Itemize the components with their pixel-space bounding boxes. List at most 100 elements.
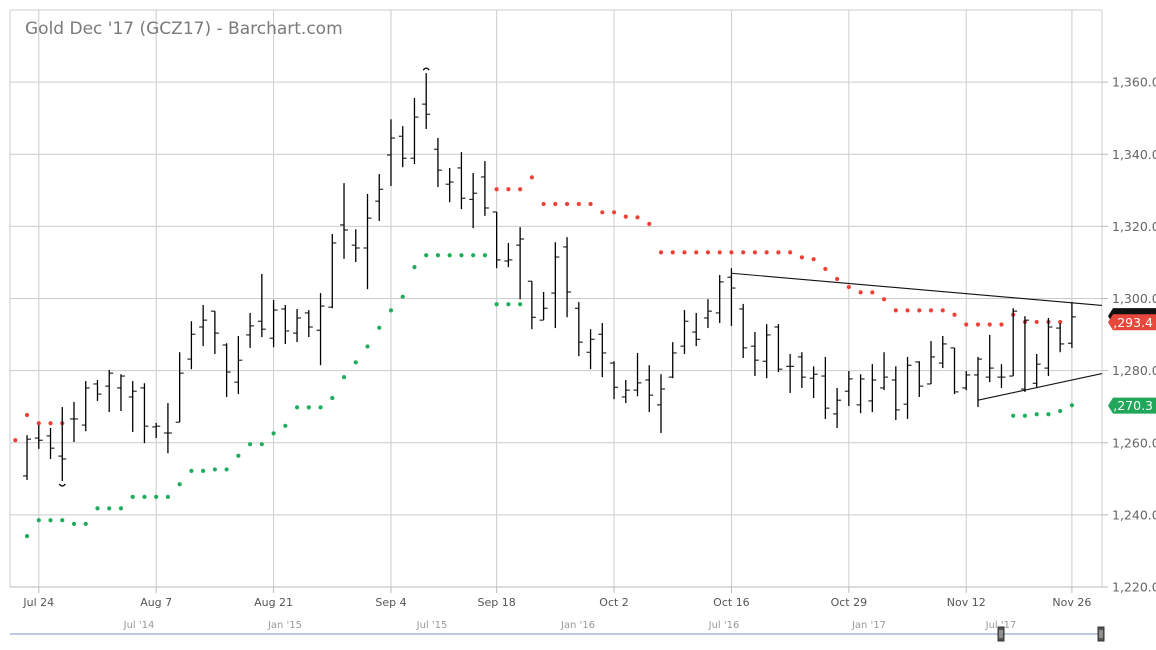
ohlc-bar (351, 229, 360, 263)
sar-dot-lower (1058, 408, 1063, 414)
sar-dot-upper (518, 187, 523, 192)
navigator-label: Jul '17 (985, 620, 1017, 631)
sar-dot-lower (1011, 413, 1016, 418)
ohlc-bar (269, 299, 278, 348)
sar-dot-upper (635, 215, 640, 220)
x-tick-label: Sep 4 (375, 596, 406, 609)
sar-dot-upper (506, 187, 511, 192)
ohlc-bar (880, 352, 889, 391)
y-tick-label: 1,220.0 (1112, 580, 1156, 595)
sar-dot-upper (658, 250, 664, 255)
ohlc-bar (586, 329, 595, 370)
sar-dot-upper (811, 257, 816, 262)
sar-dot-upper (729, 250, 734, 255)
sar-dot-upper (987, 322, 992, 327)
ohlc-bar (246, 312, 255, 348)
high-marker-icon (422, 67, 430, 71)
sar-dot-upper (835, 276, 840, 282)
sar-dot-lower (130, 494, 135, 499)
sar-dot-upper (576, 201, 581, 207)
ohlc-bar (927, 341, 936, 385)
sar-dot-lower (248, 442, 253, 447)
sar-dot-lower (142, 494, 147, 499)
price-label-box (1108, 397, 1156, 414)
handle-grip-icon (997, 626, 1005, 642)
ohlc-bar (363, 193, 372, 290)
ohlc-bar (398, 126, 407, 168)
x-tick-label: Nov 26 (1052, 596, 1091, 609)
x-tick-label: Aug 7 (140, 596, 172, 609)
navigator-handle-right[interactable] (1097, 626, 1105, 642)
price-label-text: 1,270.3 (1105, 398, 1153, 413)
ohlc-bar (222, 343, 231, 397)
ohlc-bar (891, 366, 900, 421)
sar-dot-upper (611, 210, 617, 215)
ohlc-bar (715, 275, 724, 324)
sar-dot-upper (928, 308, 934, 313)
sar-dot-lower (506, 302, 511, 307)
ohlc-bar (469, 173, 478, 229)
x-tick-label: Nov 12 (947, 596, 986, 609)
sar-dot-lower (259, 442, 264, 447)
ohlc-bar (739, 303, 748, 359)
x-tick-label: Sep 18 (478, 596, 516, 609)
ohlc-bar (621, 380, 630, 404)
sar-dot-upper (529, 175, 534, 180)
sar-dot-upper (858, 290, 863, 295)
sar-dots (13, 175, 1074, 539)
navigator[interactable]: Jul '14 Jan '15 Jul '15 Jan '16 Jul '16 Jan '… (10, 620, 1105, 642)
sar-dot-upper (788, 250, 793, 255)
sar-dot-upper (870, 290, 875, 295)
sar-dot-lower (1022, 413, 1028, 418)
sar-dot-lower (482, 253, 487, 258)
sar-dot-upper (494, 187, 499, 192)
ohlc-bar (58, 407, 67, 481)
trendlines[interactable] (731, 272, 1103, 401)
ohlc-bar (985, 334, 994, 383)
ohlc-bar (915, 361, 924, 397)
price-label: 1,270.3 (1105, 397, 1156, 414)
trendline[interactable] (731, 272, 1103, 306)
ohlc-bar (328, 233, 337, 309)
sar-dot-upper (717, 250, 722, 255)
ohlc-bar (386, 119, 395, 186)
sar-dot-lower (177, 482, 182, 487)
ohlc-bar (762, 324, 771, 379)
x-axis: Jul 24 Aug 7 Aug 21 Sep 4 Sep 18 Oct 2 Oct 16 O… (10, 586, 1102, 609)
y-tick-label: 1,240.0 (1112, 507, 1156, 522)
ohlc-bar (610, 361, 619, 400)
sar-dot-lower (83, 521, 88, 526)
ohlc-bar (116, 374, 125, 412)
ohlc-bar (692, 312, 701, 347)
sar-dot-upper (752, 250, 758, 255)
sar-dot-lower (318, 405, 323, 410)
sar-dot-upper (705, 250, 711, 255)
sar-dot-upper (905, 308, 910, 313)
ohlc-bar (973, 356, 982, 408)
ohlc-bar (774, 324, 783, 373)
sar-dot-lower (459, 253, 464, 258)
trendline[interactable] (977, 372, 1103, 401)
sar-dot-lower (388, 308, 394, 313)
sar-dot-upper (975, 322, 981, 327)
navigator-handle-left[interactable] (997, 626, 1005, 642)
sar-dot-upper (964, 322, 969, 327)
price-label-text: 1,293.4 (1105, 315, 1153, 330)
sar-dot-lower (24, 534, 30, 539)
y-tick-label: 1,360.0 (1112, 75, 1156, 90)
sar-dot-upper (13, 438, 18, 443)
ohlc-bar (93, 380, 102, 401)
sar-dot-lower (412, 265, 417, 270)
sar-dot-upper (764, 250, 769, 255)
sar-dot-upper (541, 201, 546, 207)
navigator-label: Jan '16 (560, 620, 595, 631)
sar-dot-lower (201, 468, 206, 473)
sar-dot-upper (682, 250, 687, 255)
sar-dot-upper (1058, 319, 1063, 325)
sar-dot-upper (799, 255, 804, 260)
ohlc-bar (293, 308, 302, 343)
navigator-label: Jan '15 (267, 620, 302, 631)
ohlc-bar (187, 321, 196, 370)
sar-dot-lower (447, 253, 452, 258)
sar-dot-lower (236, 453, 241, 458)
